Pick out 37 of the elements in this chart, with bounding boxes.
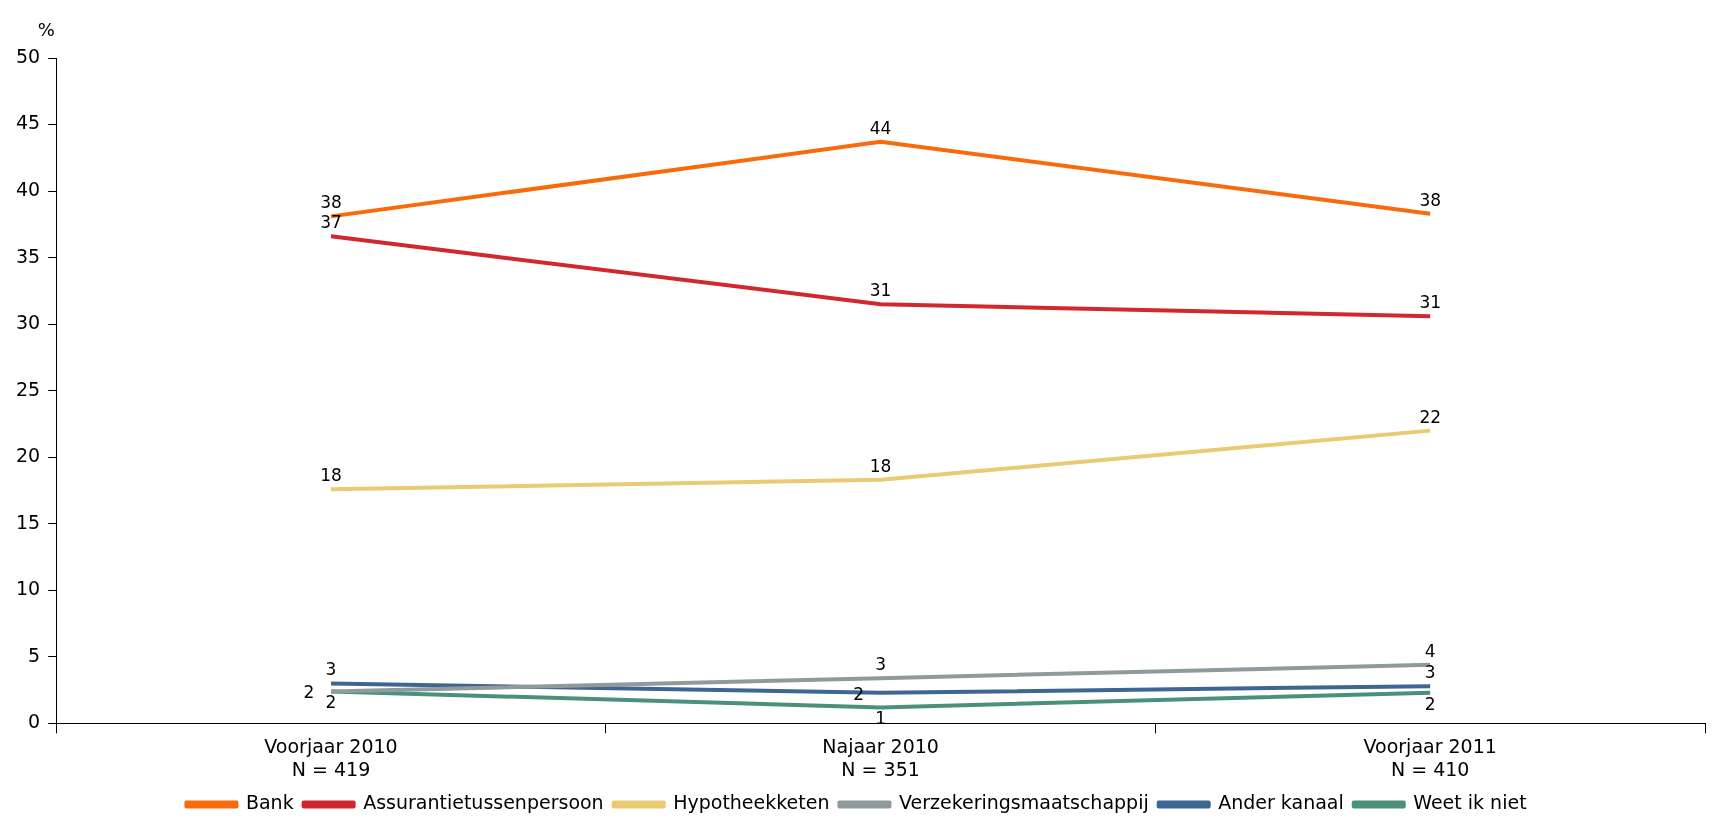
x-tick-label: Voorjaar 2010 N = 419 [264, 734, 398, 780]
data-label: 38 [320, 192, 342, 213]
legend-label: Weet ik niet [1413, 791, 1527, 814]
legend-label: Bank [245, 791, 294, 814]
x-tick-label: Voorjaar 2011 N = 410 [1363, 734, 1497, 780]
data-label: 3 [325, 659, 337, 680]
legend-label: Assurantietussenpersoon [363, 791, 604, 814]
y-tick-label: 45 [15, 111, 41, 134]
data-label: 2 [1424, 693, 1436, 714]
data-label: 2 [325, 692, 337, 713]
y-tick-label: 50 [15, 44, 41, 67]
y-tick-label: 5 [28, 643, 41, 666]
data-label: 18 [869, 455, 892, 476]
y-tick-label: 20 [15, 444, 41, 467]
data-label: 31 [869, 280, 892, 301]
data-label: 3 [1424, 662, 1436, 683]
data-label: 2 [303, 682, 315, 703]
y-tick-label: 10 [15, 577, 41, 600]
data-label: 18 [320, 465, 342, 486]
y-tick-label: 35 [15, 244, 41, 267]
y-axis-title: % [37, 18, 55, 40]
data-label: 44 [869, 117, 892, 138]
data-label: 38 [1419, 189, 1442, 210]
x-tick-label: Najaar 2010 N = 351 [822, 734, 939, 780]
data-label: 4 [1424, 640, 1436, 661]
legend-label: Hypotheekketen [673, 791, 830, 814]
y-tick-label: 25 [15, 377, 41, 400]
y-tick-label: 30 [15, 311, 41, 334]
y-tick-label: 0 [28, 710, 41, 733]
data-label: 37 [320, 212, 342, 233]
y-tick-label: 40 [15, 178, 41, 201]
data-label: 31 [1419, 292, 1442, 313]
data-label: 22 [1419, 406, 1442, 427]
legend-label: Verzekeringsmaatschappij [898, 791, 1149, 814]
y-tick-label: 15 [15, 510, 41, 533]
legend-label: Ander kanaal [1218, 791, 1344, 814]
data-label: 3 [875, 654, 886, 675]
